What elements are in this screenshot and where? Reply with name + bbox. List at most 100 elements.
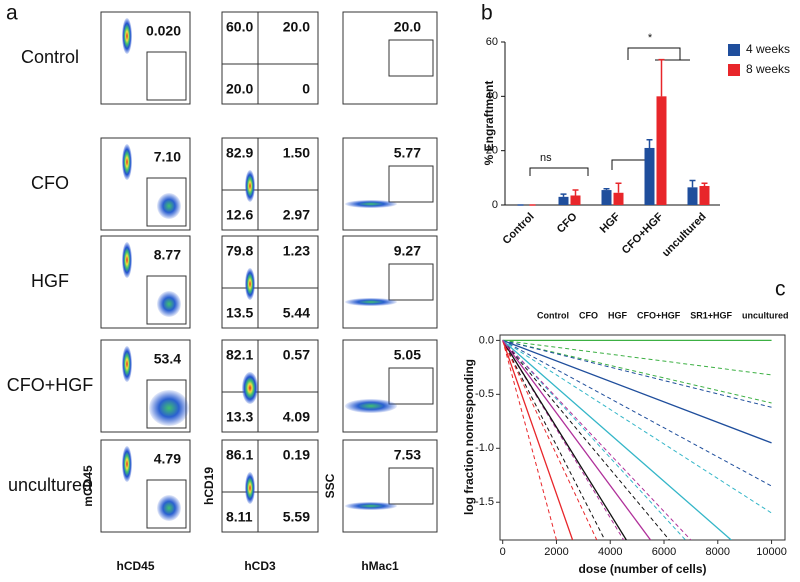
quadrant-value: 8.11 xyxy=(226,509,253,525)
annotation: ns xyxy=(540,152,552,164)
cell-cloud xyxy=(345,298,397,306)
ci-line xyxy=(502,339,772,487)
quadrant-value: 20.0 xyxy=(226,81,253,97)
gate-value: 8.77 xyxy=(154,247,181,263)
bar xyxy=(656,96,667,205)
plot-frame xyxy=(342,11,438,105)
plot-frame xyxy=(221,439,319,533)
x-tick-label: Control xyxy=(501,211,537,247)
ci-line xyxy=(502,340,598,540)
ci-line xyxy=(502,340,606,540)
quadrant-value: 86.1 xyxy=(226,447,253,463)
plot-frame xyxy=(100,235,191,329)
legend-swatch xyxy=(728,64,740,76)
gate-value: 5.77 xyxy=(394,145,421,161)
quadrant-value: 1.50 xyxy=(283,145,310,161)
bracket xyxy=(611,159,645,170)
y-tick-label: -1.5 xyxy=(475,496,494,508)
y-axis-label: mCD45 xyxy=(81,465,95,507)
x-tick-label: 4000 xyxy=(598,546,622,558)
error-bar xyxy=(701,182,708,186)
panel-label: b xyxy=(481,2,493,25)
plot-frame xyxy=(100,11,191,105)
quadrant-value: 20.0 xyxy=(283,19,310,35)
legend-label: CFO xyxy=(579,310,598,320)
cell-cloud xyxy=(345,200,397,208)
bar xyxy=(613,192,624,205)
line xyxy=(502,339,732,540)
x-tick-label: 2000 xyxy=(544,546,568,558)
gate-value: 53.4 xyxy=(154,351,181,367)
plot-frame xyxy=(221,339,319,433)
line xyxy=(502,340,574,540)
cell-cloud xyxy=(122,446,132,482)
bar xyxy=(558,196,569,205)
ci-line xyxy=(502,339,772,514)
plot-frame xyxy=(499,334,786,541)
error-bar xyxy=(658,58,665,97)
bracket xyxy=(529,167,589,176)
quadrant-value: 12.6 xyxy=(226,207,253,223)
legend-label: 8 weeks xyxy=(746,62,790,76)
plot-frame xyxy=(342,339,438,433)
ci-line xyxy=(502,340,557,540)
cell-cloud xyxy=(245,268,255,300)
gate xyxy=(388,39,434,77)
x-axis-label: dose (number of cells) xyxy=(578,562,706,576)
gate-value: 9.27 xyxy=(394,243,421,259)
line xyxy=(502,339,772,444)
x-axis-label: hCD3 xyxy=(244,559,276,573)
error-bar xyxy=(689,179,696,188)
y-tick-label: 40 xyxy=(486,90,498,102)
ci-line xyxy=(502,339,772,404)
gate xyxy=(146,479,187,529)
quadrant-value: 13.3 xyxy=(226,409,253,425)
y-tick-label: 0.0 xyxy=(479,334,494,346)
gate xyxy=(146,177,187,227)
gate xyxy=(146,275,187,325)
y-tick-label: 0 xyxy=(492,199,498,211)
cell-cloud xyxy=(157,193,181,219)
y-tick-label: -1.0 xyxy=(475,442,494,454)
quadrant-value: 82.1 xyxy=(226,347,253,363)
error-bar xyxy=(572,189,579,196)
error-bar xyxy=(560,193,567,197)
gate xyxy=(146,51,187,101)
cell-cloud xyxy=(245,170,255,202)
plot-frame xyxy=(342,439,438,533)
error-bar xyxy=(646,139,653,148)
plot-frame xyxy=(221,11,319,105)
x-tick-label: HGF xyxy=(598,211,623,236)
gate-value: 0.020 xyxy=(146,23,181,39)
bracket xyxy=(627,47,690,61)
cell-cloud xyxy=(345,502,397,510)
cell-cloud xyxy=(122,242,132,278)
legend-label: HGF xyxy=(608,310,628,320)
plot-frame xyxy=(100,339,191,433)
gate-value: 7.53 xyxy=(394,447,421,463)
legend-label: Control xyxy=(537,310,569,320)
ci-line xyxy=(502,339,772,408)
ci-line xyxy=(502,340,692,540)
legend-label: CFO+HGF xyxy=(637,310,681,320)
y-tick-label: -0.5 xyxy=(475,388,494,400)
x-tick-label: 0 xyxy=(500,546,506,558)
ci-line xyxy=(502,340,670,540)
plot-frame xyxy=(100,137,191,231)
quadrant-value: 0 xyxy=(302,81,310,97)
plot-frame xyxy=(342,235,438,329)
y-axis-label: % Engraftment xyxy=(482,81,496,166)
legend-swatch xyxy=(728,44,740,56)
gate-value: 20.0 xyxy=(394,19,421,35)
y-tick-label: 60 xyxy=(486,36,498,48)
legend-label: uncultured xyxy=(742,310,789,320)
gate-value: 7.10 xyxy=(154,149,181,165)
bar xyxy=(644,147,655,205)
y-tick-label: 20 xyxy=(486,145,498,157)
quadrant-value: 60.0 xyxy=(226,19,253,35)
plot-frame xyxy=(342,137,438,231)
row-label: uncultured xyxy=(8,475,92,495)
x-tick-label: 10000 xyxy=(756,546,787,558)
row-label: Control xyxy=(21,47,79,67)
